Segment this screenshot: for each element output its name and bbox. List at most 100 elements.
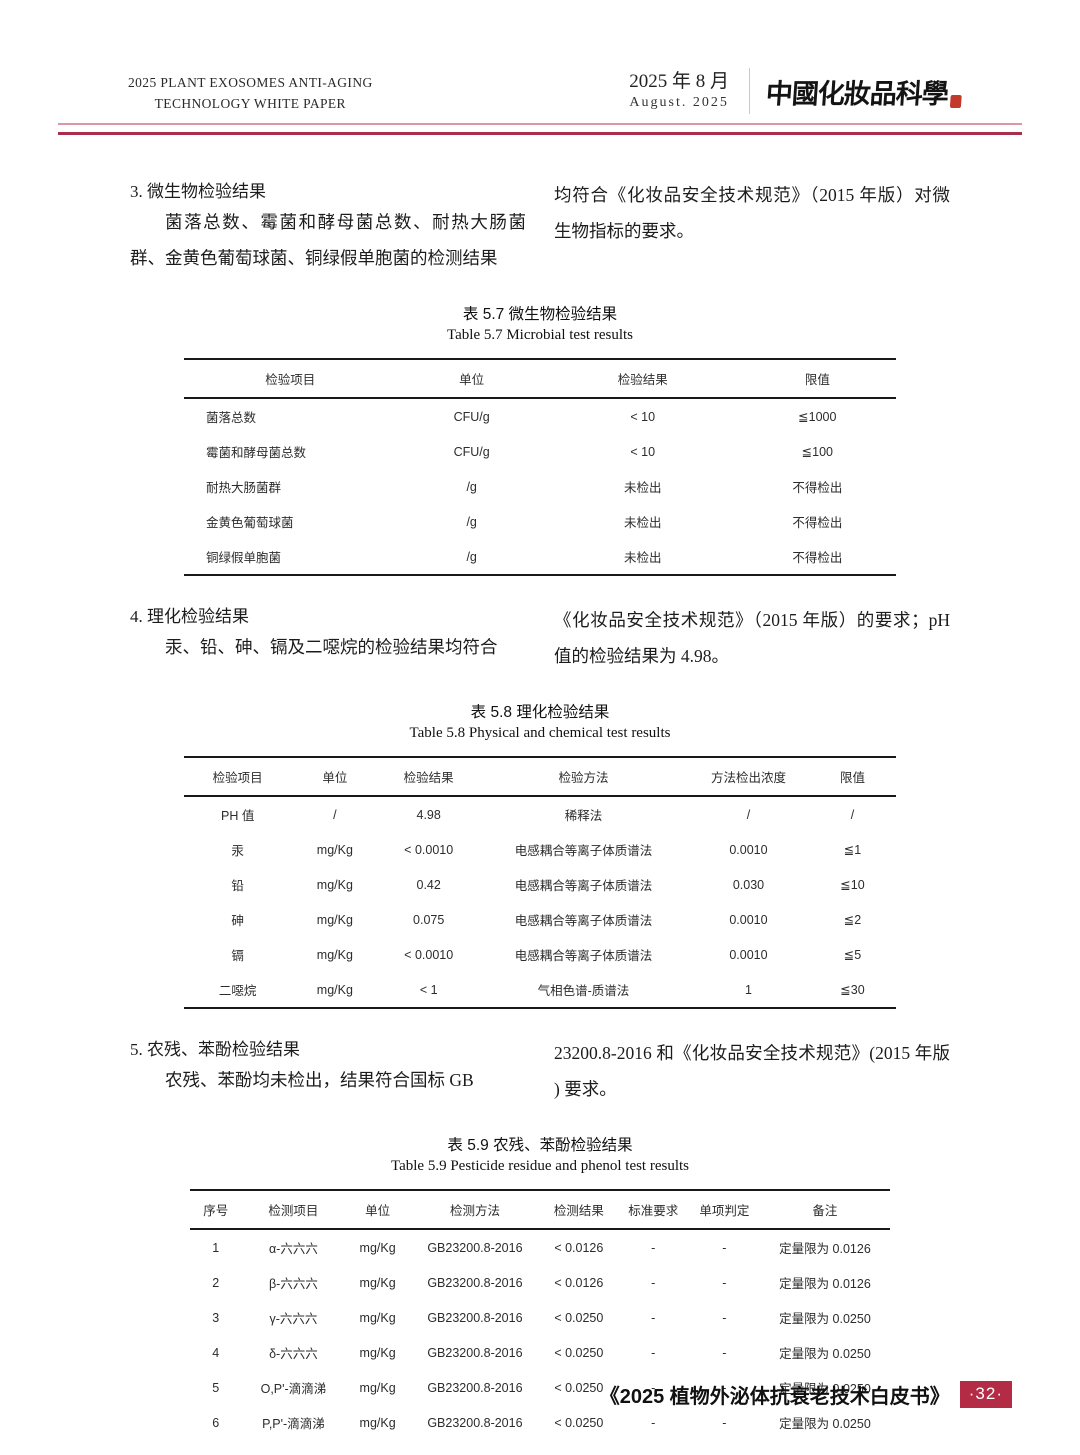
table-5-9-pesticide-phenol: 序号 检测项目 单位 检测方法 检测结果 标准要求 单项判定 备注 1 α-六六六 mg/Kg GB… bbox=[190, 1189, 890, 1455]
table-5-8-title-en: Table 5.8 Physical and chemical test res… bbox=[409, 725, 671, 741]
table-cell: 定量限为 0.0250 bbox=[779, 1417, 871, 1431]
table-cell: 气相色谱-质谱法 bbox=[537, 984, 630, 998]
table-cell: / bbox=[850, 807, 855, 822]
table-cell: - bbox=[651, 1240, 656, 1255]
table-cell: mg/Kg bbox=[359, 1415, 396, 1430]
table-cell: 0.075 bbox=[413, 912, 445, 927]
table-cell: α-六六六 bbox=[268, 1242, 318, 1256]
table-cell: < 0.0250 bbox=[554, 1345, 604, 1360]
table-cell: < 0.2 bbox=[540, 1440, 618, 1455]
table-cell: δ-六六六 bbox=[269, 1347, 318, 1361]
table-cell: 未检出 bbox=[624, 481, 662, 495]
table-cell: < 0.0126 bbox=[554, 1240, 604, 1255]
brand-logo: 中國化妝品科學 bbox=[765, 72, 964, 111]
table-header-row: 检验项目 单位 检验结果 限值 bbox=[184, 359, 896, 399]
column-header: 标准要求 bbox=[617, 1190, 689, 1230]
section-3-text-right: 均符合《化妆品安全技术规范》（2015 年版）对微生物指标的要求。 bbox=[554, 185, 950, 241]
table-5-9-title-cn: 表 5.9 农残、苯酚检验结果 bbox=[447, 1137, 633, 1154]
table-cell: 电感耦合等离子体质谱法 bbox=[514, 914, 653, 928]
table-cell: P,P'-滴滴涕 bbox=[262, 1417, 325, 1431]
page-footer: 《2025 植物外泌体抗衰老技术白皮书》 ·32· bbox=[600, 1380, 1012, 1409]
table-row: 铜绿假单胞菌/g 未检出 不得检出 bbox=[184, 539, 896, 575]
table-cell: 2 bbox=[212, 1275, 220, 1290]
table-cell: 1 bbox=[212, 1240, 220, 1255]
table-cell: 稀释法 bbox=[564, 809, 603, 823]
table-row: 4 δ-六六六 mg/Kg GB23200.8-2016 < 0.0250 - - 定量限为 … bbox=[190, 1335, 890, 1370]
table-cell: 0.0010 bbox=[729, 842, 768, 857]
table-cell: O,P'-滴滴涕 bbox=[260, 1382, 327, 1396]
header-rule bbox=[0, 123, 1080, 135]
header-running-title: 2025 PLANT EXOSOMES ANTI-AGING TECHNOLOG… bbox=[128, 72, 373, 114]
section-5-columns: 5. 农残、苯酚检验结果 农残、苯酚均未检出，结果符合国标 GB 23200.8… bbox=[130, 1035, 950, 1107]
table-5-8-title-cn: 表 5.8 理化检验结果 bbox=[470, 704, 610, 721]
column-header: 检测结果 bbox=[539, 1190, 618, 1230]
column-header: 检测项目 bbox=[241, 1190, 346, 1230]
table-cell: 定量限为 0.0250 bbox=[779, 1347, 871, 1361]
table-5-9-title: 表 5.9 农残、苯酚检验结果 Table 5.9 Pesticide resi… bbox=[130, 1133, 950, 1175]
section-4-right-column: 《化妆品安全技术规范》（2015 年版）的要求；pH 值的检验结果为 4.98。 bbox=[554, 602, 950, 674]
column-header: 限值 bbox=[808, 757, 896, 797]
table-cell: mg/Kg bbox=[316, 947, 353, 962]
table-cell: - bbox=[722, 1345, 727, 1360]
table-row: 3 γ-六六六 mg/Kg GB23200.8-2016 < 0.0250 - - 定量限为 … bbox=[190, 1300, 890, 1335]
column-header: 备注 bbox=[759, 1190, 890, 1230]
table-cell: 不得检出 bbox=[618, 1440, 689, 1455]
header-date: 2025 年 8 月 August. 2025 bbox=[629, 71, 729, 111]
table-cell: 0.0010 bbox=[729, 912, 768, 927]
table-row: 砷 mg/Kg 0.075 电感耦合等离子体质谱法 0.0010 ≦2 bbox=[184, 902, 896, 937]
running-title-line2: TECHNOLOGY WHITE PAPER bbox=[154, 96, 346, 111]
table-row: 金黄色葡萄球菌/g 未检出 不得检出 bbox=[184, 504, 896, 539]
table-cell: 4 bbox=[212, 1345, 220, 1360]
table-cell: 铜绿假单胞菌 bbox=[206, 551, 282, 565]
table-cell: mg/Kg bbox=[359, 1345, 396, 1360]
section-4-text-right: 《化妆品安全技术规范》（2015 年版）的要求；pH 值的检验结果为 4.98。 bbox=[554, 610, 950, 666]
table-cell: GB23200.8-2016 bbox=[427, 1380, 523, 1395]
table-cell: 3 bbox=[212, 1310, 220, 1325]
header-right: 2025 年 8 月 August. 2025 中國化妝品科學 bbox=[629, 68, 962, 114]
table-header-row: 检验项目 单位 检验结果 检验方法 方法检出浓度 限值 bbox=[184, 757, 896, 797]
table-cell: /g bbox=[466, 549, 477, 564]
table-cell: - bbox=[651, 1310, 656, 1325]
section-5-heading: 5. 农残、苯酚检验结果 bbox=[130, 1040, 300, 1059]
column-header: 检验项目 bbox=[184, 757, 292, 797]
table-cell: 不得检出 bbox=[792, 551, 843, 565]
table-cell: 霉菌和酵母菌总数 bbox=[206, 446, 307, 460]
table-cell: - bbox=[651, 1345, 656, 1360]
table-cell: 未检出 bbox=[624, 551, 662, 565]
section-4-left-column: 4. 理化检验结果 汞、铅、砷、镉及二噁烷的检验结果均符合 bbox=[130, 602, 526, 674]
table-cell: 7 bbox=[190, 1440, 241, 1455]
table-cell: 汞 bbox=[231, 844, 244, 858]
column-header: 方法检出浓度 bbox=[688, 757, 809, 797]
section-4-heading: 4. 理化检验结果 bbox=[130, 607, 249, 626]
table-5-7-microbial: 检验项目 单位 检验结果 限值 菌落总数 CFU/g < 10 ≦1000 霉菌和酵母菌总数 C… bbox=[184, 358, 896, 576]
table-cell: GB23200.8-2016 bbox=[427, 1275, 523, 1290]
table-cell: < 10 bbox=[630, 444, 656, 459]
table-cell: ≦1000 bbox=[798, 410, 837, 424]
table-cell: - bbox=[651, 1415, 656, 1430]
table-cell: - bbox=[722, 1275, 727, 1290]
column-header: 单位 bbox=[345, 1190, 410, 1230]
table-cell: 5 bbox=[212, 1380, 220, 1395]
table-row: 霉菌和酵母菌总数 CFU/g < 10 ≦100 bbox=[184, 434, 896, 469]
table-cell: 电感耦合等离子体质谱法 bbox=[514, 844, 653, 858]
table-cell: mg/Kg bbox=[316, 842, 353, 857]
table-5-7-title-cn: 表 5.7 微生物检验结果 bbox=[462, 306, 618, 323]
table-cell: GB23200.8-2016 bbox=[427, 1310, 523, 1325]
table-row: PH 值 / 4.98 稀释法 / / bbox=[184, 796, 896, 832]
table-cell: PH 值 bbox=[221, 809, 255, 823]
table-cell: < 0.0010 bbox=[404, 947, 454, 962]
page-header: 2025 PLANT EXOSOMES ANTI-AGING TECHNOLOG… bbox=[0, 0, 1080, 114]
table-cell: 符合 bbox=[689, 1440, 760, 1455]
table-5-8-title: 表 5.8 理化检验结果 Table 5.8 Physical and chem… bbox=[130, 700, 950, 742]
section-4-columns: 4. 理化检验结果 汞、铅、砷、镉及二噁烷的检验结果均符合 《化妆品安全技术规范… bbox=[130, 602, 950, 674]
table-5-7-title: 表 5.7 微生物检验结果 Table 5.7 Microbial test r… bbox=[130, 302, 950, 344]
table-cell: CFU/g bbox=[453, 444, 490, 459]
logo-calligraphy-text: 中國化妝品科學 bbox=[764, 78, 949, 110]
table-cell: - bbox=[722, 1415, 727, 1430]
table-5-9-title-en: Table 5.9 Pesticide residue and phenol t… bbox=[390, 1158, 690, 1174]
table-cell: 不得检出 bbox=[792, 481, 843, 495]
table-cell: 镉 bbox=[231, 949, 244, 963]
logo-seal-icon bbox=[949, 94, 962, 108]
table-cell: /g bbox=[466, 514, 477, 529]
table-cell: < 0.0250 bbox=[554, 1310, 604, 1325]
